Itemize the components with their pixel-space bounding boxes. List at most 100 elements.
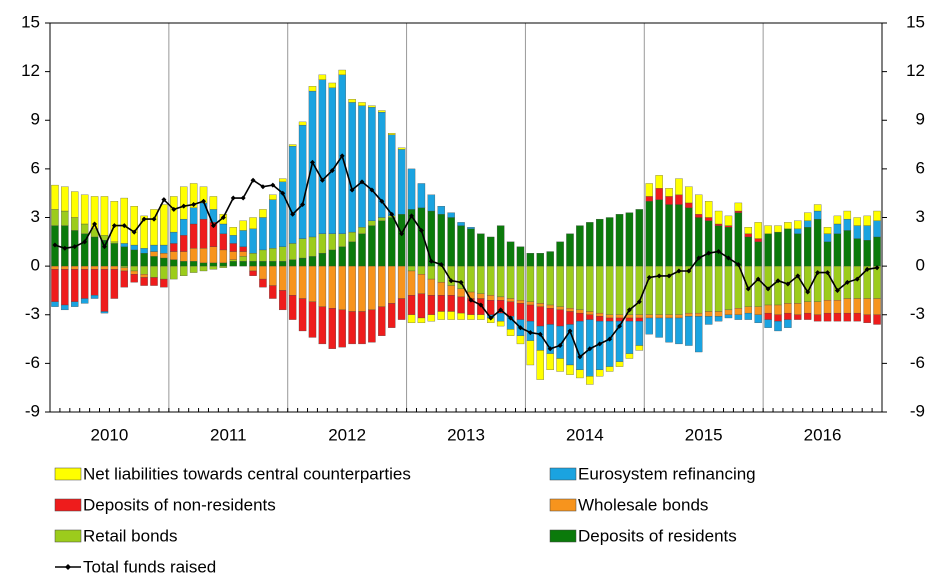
line-marker [448,278,454,284]
bar-segment [794,220,802,229]
line-marker [349,187,355,193]
bar-segment [348,241,356,267]
bar-segment [170,243,178,252]
bar-segment [506,241,515,267]
bar-segment [120,270,129,288]
bar-segment [407,314,416,324]
bar-segment [269,261,277,267]
line-marker [597,341,603,347]
bar-segment [71,301,79,307]
bar-segment [209,196,218,210]
bar-segment [823,227,832,234]
bar-segment [279,290,287,311]
line-marker [438,262,444,268]
bar-segment [259,209,267,218]
bar-segment [318,306,327,345]
bar-segment [437,295,445,312]
x-tick-label: 2012 [328,425,366,444]
bar-segment [457,222,465,226]
bar-segment [665,314,673,319]
line-marker [161,197,167,203]
bar-segment [71,191,79,218]
bar-segment [249,217,257,229]
bar-segment [130,265,138,272]
bar-segment [843,218,852,231]
bar-segment [576,312,584,322]
line-marker [369,187,375,193]
bar-segment [328,308,337,349]
bar-segment [586,314,594,320]
bar-segment [744,312,753,320]
bar-segment [615,265,624,315]
bar-segment [219,249,228,264]
bar-segment [853,265,861,299]
bar-segment [516,303,525,320]
bar-segment [417,274,426,294]
bar-segment [635,345,644,351]
bar-segment [675,317,683,345]
bar-segment [477,314,485,320]
bar-segment [338,246,346,267]
legend-label: Retail bonds [83,526,178,545]
bar-segment [714,210,723,225]
bar-segment [714,316,723,322]
bar-segment [655,175,663,189]
bar-segment [853,238,861,267]
bar-segment [724,309,733,315]
bar-segment [605,317,614,322]
bar-segment [140,215,148,249]
bar-segment [794,303,802,315]
bar-segment [576,265,584,311]
bar-segment [100,311,109,314]
bar-segment [496,265,505,298]
y-tick-label-right: 0 [916,256,925,275]
bar-segment [80,298,89,304]
bar-segment [744,227,753,234]
bar-segment [61,186,69,212]
bar-segment [160,257,168,267]
bar-segment [288,259,297,267]
bar-segment [724,314,733,319]
bar-segment [378,220,386,267]
line-marker [379,198,385,204]
bar-segment [378,110,386,113]
bar-segment [595,218,604,267]
legend-swatch [54,467,82,481]
bar-segment [586,265,594,312]
line-marker [617,323,623,329]
bar-segment [645,196,653,202]
bar-segment [566,311,574,325]
bar-segment [833,265,842,301]
bar-segment [823,241,832,267]
bar-segment [665,196,673,205]
bar-segment [843,298,852,314]
line-marker [309,159,315,165]
bar-segment [269,248,277,262]
bar-segment [576,225,584,267]
bar-segment [774,265,782,306]
bar-segment [853,217,861,226]
bar-segment [368,309,376,343]
bar-segment [566,233,574,267]
line-marker [458,279,464,285]
line-marker [270,182,276,188]
bar-segment [714,265,723,312]
bar-segment [288,144,297,147]
bar-segment [239,230,247,247]
bar-segment [279,246,287,262]
bar-segment [704,201,713,218]
bar-segment [477,293,485,299]
bar-segment [170,251,178,260]
bar-segment [625,212,634,267]
bar-segment [427,295,436,315]
bar-segment [803,312,812,320]
line-marker [72,244,78,250]
y-tick-label: 6 [31,158,40,177]
x-tick-label: 2014 [566,425,604,444]
bar-segment [813,301,822,315]
bar-segment [714,311,723,317]
line-marker [121,223,127,229]
line-marker [329,167,335,173]
bar-segment [150,265,158,278]
line-marker [785,281,791,287]
